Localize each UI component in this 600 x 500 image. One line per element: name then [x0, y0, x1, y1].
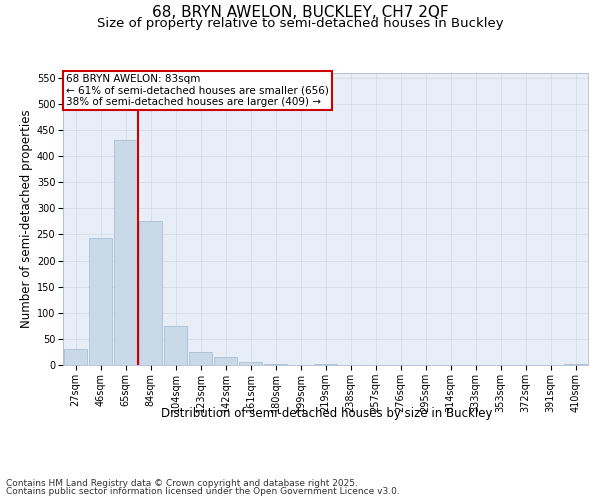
Bar — [314, 364, 337, 365]
Text: 68 BRYN AWELON: 83sqm
← 61% of semi-detached houses are smaller (656)
38% of sem: 68 BRYN AWELON: 83sqm ← 61% of semi-deta… — [65, 74, 329, 107]
Bar — [139, 222, 162, 365]
Bar — [264, 364, 287, 365]
Bar — [239, 362, 262, 365]
Bar — [164, 326, 187, 365]
Text: Size of property relative to semi-detached houses in Buckley: Size of property relative to semi-detach… — [97, 18, 503, 30]
Text: Distribution of semi-detached houses by size in Buckley: Distribution of semi-detached houses by … — [161, 408, 493, 420]
Text: Contains public sector information licensed under the Open Government Licence v3: Contains public sector information licen… — [6, 487, 400, 496]
Bar — [214, 357, 237, 365]
Bar — [114, 140, 137, 365]
Bar — [564, 364, 587, 365]
Text: Contains HM Land Registry data © Crown copyright and database right 2025.: Contains HM Land Registry data © Crown c… — [6, 478, 358, 488]
Text: 68, BRYN AWELON, BUCKLEY, CH7 2QF: 68, BRYN AWELON, BUCKLEY, CH7 2QF — [152, 5, 448, 20]
Bar — [189, 352, 212, 365]
Y-axis label: Number of semi-detached properties: Number of semi-detached properties — [20, 110, 32, 328]
Bar — [64, 350, 87, 365]
Bar — [89, 238, 112, 365]
